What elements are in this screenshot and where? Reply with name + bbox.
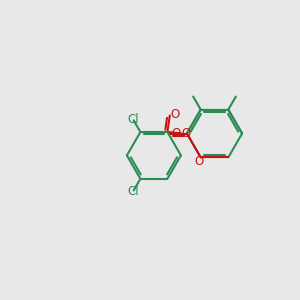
Text: O: O xyxy=(171,127,180,140)
Text: Cl: Cl xyxy=(127,185,139,198)
Text: O: O xyxy=(195,154,204,167)
Text: O: O xyxy=(171,107,180,121)
Text: Cl: Cl xyxy=(127,112,139,125)
Text: O: O xyxy=(182,127,191,140)
